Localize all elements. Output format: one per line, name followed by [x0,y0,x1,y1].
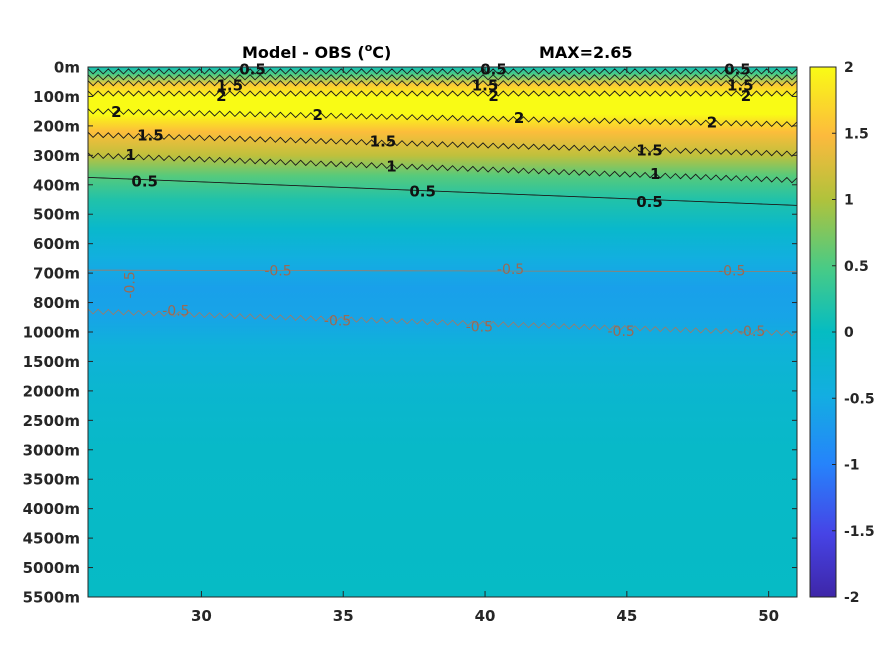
contour-label: 2 [514,109,524,127]
contour-line [88,269,797,272]
x-tick-label: 30 [191,607,212,625]
y-tick-label: 800m [33,294,80,312]
contour-line [88,152,797,184]
colorbar: 2 1.5 1 0.5 0 -0.5 -1 -1.5 -2 [809,60,875,606]
contour-label: -0.5 [718,264,745,280]
y-tick-label: 5000m [23,559,80,577]
y-tick-label: 200m [33,117,80,135]
x-tick-label: 45 [616,607,637,625]
heatmap [88,67,797,597]
y-tick-label: 700m [33,265,80,283]
y-tick-label: 5500m [23,589,80,607]
contour-label: 0.5 [409,183,436,201]
y-axis: 0m 100m 200m 300m 400m 500m 600m 700m 800m 1000m 1… [23,59,797,607]
y-tick-label: 3000m [23,441,80,459]
contour-label: -0.5 [608,324,635,340]
contour-label: 1.5 [137,127,164,145]
colorbar-tick-label: 2 [844,60,854,76]
y-tick-label: 0m [54,59,80,77]
x-tick-label: 40 [475,607,496,625]
y-tick-label: 4500m [23,530,80,548]
contour-label: -0.5 [738,324,765,340]
contour-label: 1.5 [370,133,397,151]
chart-title: Model - OBS (oC) [242,41,391,62]
y-tick-label: 100m [33,88,80,106]
colorbar-tick-label: 1 [844,193,854,209]
contour-label: 1.5 [472,77,499,95]
contour-label: 0.5 [480,60,507,78]
y-tick-label: 4000m [23,500,80,518]
contour-label: 2 [216,87,226,105]
contour-label: -0.5 [162,303,189,319]
max-label: MAX=2.65 [539,43,633,62]
contour-label: 2 [741,87,751,105]
x-tick-label: 50 [758,607,779,625]
contour-label: -0.5 [497,262,524,278]
contour-labels: 0.51.520.51.520.51.522 2 2 21.5 1.5 1.511 10.5… [111,60,765,340]
y-tick-label: 2000m [23,382,80,400]
contour-label: 0.5 [636,193,663,211]
contour-line [88,308,797,337]
contour-label: 2 [312,106,322,124]
colorbar-tick-label: -2 [844,590,860,606]
contour-label: 1 [650,165,660,183]
contour-label: 1.5 [636,141,663,159]
contour-label: -0.5 [466,320,493,336]
colorbar-tick-label: -0.5 [844,391,875,407]
contour-label: 1 [125,146,135,164]
contour-line [88,80,797,87]
contour-label: 0.5 [131,172,158,190]
y-tick-label: 600m [33,235,80,253]
colorbar-tick-label: -1.5 [844,524,875,540]
contour-label: -0.5 [324,314,351,330]
y-tick-label: 300m [33,147,80,165]
colorbar-gradient [809,66,837,598]
y-tick-label: 400m [33,176,80,194]
contour-label: -0.5 [123,271,139,298]
contour-lines [88,68,797,337]
contour-line [88,108,797,128]
contour-line [88,74,797,81]
contour-line [88,131,797,157]
heatmap-field [88,67,797,597]
contour-label: 0.5 [239,60,266,78]
y-tick-label: 1000m [23,324,80,342]
y-tick-label: 3500m [23,471,80,489]
y-tick-label: 500m [33,206,80,224]
y-tick-label: 1500m [23,353,80,371]
colorbar-tick-label: 0.5 [844,259,869,275]
contour-line [88,68,797,75]
colorbar-tick-label: 1.5 [844,126,869,142]
contour-label: 1.5 [217,77,244,95]
contour-label: 2 [707,113,717,131]
contour-label: 2 [111,103,121,121]
contour-line [88,90,797,97]
contour-label: 1.5 [727,77,754,95]
x-axis: 30 35 40 45 50 [191,67,779,625]
contour-label: 0.5 [724,60,751,78]
colorbar-tick-label: 0 [844,325,854,341]
x-tick-label: 35 [333,607,354,625]
y-tick-label: 2500m [23,412,80,430]
contour-line [88,176,797,206]
contour-label: -0.5 [264,264,291,280]
contour-label: 1 [386,158,396,176]
colorbar-tick-label: -1 [844,458,860,474]
contour-label: 2 [488,87,498,105]
